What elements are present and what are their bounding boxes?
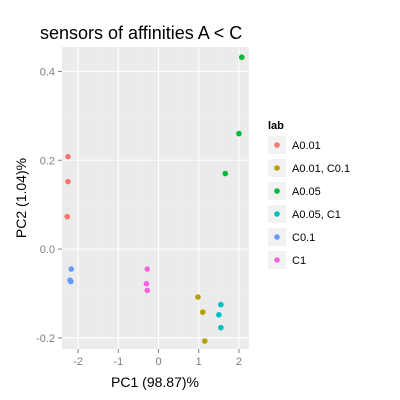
- data-point: [218, 324, 224, 331]
- legend-label: A0.01: [292, 140, 321, 152]
- legend-key-point: [274, 165, 280, 171]
- legend-key-point: [274, 188, 280, 194]
- plot-panel: [62, 47, 249, 349]
- data-point: [218, 301, 224, 308]
- data-point: [238, 54, 245, 61]
- x-tick-label: -1: [113, 356, 123, 368]
- data-point: [144, 287, 151, 294]
- legend-key-point: [274, 142, 280, 148]
- data-point: [65, 153, 71, 160]
- legend-label: C0.1: [292, 232, 315, 244]
- data-point: [143, 280, 150, 287]
- data-point: [201, 338, 208, 344]
- x-tick-label: 0: [155, 356, 161, 368]
- legend-title: lab: [268, 120, 284, 132]
- y-tick-label: 0.4: [40, 66, 55, 78]
- data-point: [222, 170, 229, 177]
- y-tick-label: -0.2: [36, 333, 55, 345]
- panel-background: [62, 47, 249, 349]
- data-points: [64, 54, 245, 344]
- legend-label: C1: [292, 255, 306, 267]
- y-axis-label: PC2 (1.04)%: [13, 158, 29, 238]
- axis-ticks: -2 -1 0 1 2 -0.2 0.0 0.2 0.4: [36, 66, 242, 368]
- x-axis-label: PC1 (98.87)%: [111, 374, 199, 390]
- data-point: [65, 178, 71, 185]
- y-tick-label: 0.2: [40, 155, 55, 167]
- legend-key-point: [274, 234, 280, 240]
- data-point: [64, 213, 71, 220]
- x-tick-label: 2: [236, 356, 242, 368]
- data-point: [199, 309, 206, 315]
- chart-title: sensors of affinities A < C: [40, 23, 242, 43]
- legend-label: A0.05: [292, 186, 321, 198]
- legend-label: A0.01, C0.1: [292, 163, 350, 175]
- legend-key-point: [274, 257, 280, 263]
- data-point: [216, 312, 222, 318]
- data-point: [195, 294, 201, 300]
- legend-label: A0.05, C1: [292, 209, 341, 221]
- data-point: [68, 278, 74, 285]
- y-tick-label: 0.0: [40, 244, 55, 256]
- x-tick-label: -2: [73, 356, 83, 368]
- data-point: [68, 266, 75, 272]
- x-tick-label: 1: [196, 356, 202, 368]
- legend: lab A0.01 A0.01, C0.1 A0.05 A0.05, C1 C0.1 C1: [268, 120, 350, 269]
- data-point: [236, 130, 242, 137]
- legend-key-point: [274, 211, 280, 217]
- data-point: [144, 266, 151, 272]
